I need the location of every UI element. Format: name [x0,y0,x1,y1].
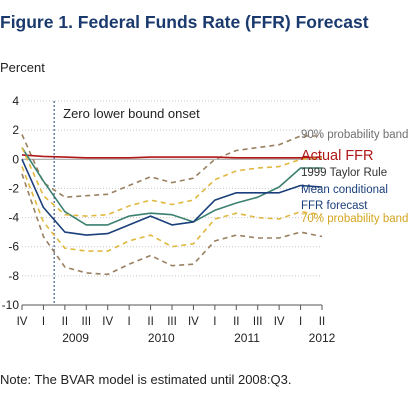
y-tick-label: -2 [8,181,19,195]
year-label: 2010 [148,331,175,345]
series-line-70-probability-band [21,147,323,217]
series-line-70-lower-band [21,166,323,252]
series-line-90-lower-band [21,173,323,276]
annotation-label: Zero lower bound onset [63,106,200,121]
chart-title: Figure 1. Federal Funds Rate (FFR) Forec… [0,12,369,32]
series-line-actual-ffr [21,154,323,159]
series-line-1999-taylor-rule [21,147,322,226]
year-label: 2011 [234,331,260,345]
x-tick-label: I [213,316,216,328]
legend-label: 1999 Taylor Rule [301,167,387,179]
y-tick-label: 4 [12,94,19,108]
x-tick-label: I [42,316,45,328]
legend-label: Mean conditional [301,184,388,196]
chart: 420-2-4-6-8-10 IV I II III IV I II III IV I II III I… [2,94,409,345]
x-tick-label: I [299,316,302,328]
y-tick-label: -4 [8,211,19,225]
footnote: Note: The BVAR model is estimated until … [0,372,292,387]
year-label: 2009 [62,331,89,345]
x-tick-label: III [81,316,91,328]
year-label: 2012 [309,331,336,345]
legend-label: 70% probability band [301,213,408,225]
y-tick-label: -10 [2,298,20,312]
x-tick-label: II [233,316,239,328]
legend-label: 90% probability band [301,129,408,141]
y-axis-label: Percent [0,60,45,75]
x-tick-label: IV [274,316,285,328]
legend-label: Actual FFR [301,148,374,164]
series-line-90-probability-band [21,134,322,198]
y-tick-label: -8 [8,269,19,283]
x-tick-label: III [253,316,263,328]
y-tick-label: 0 [12,152,19,166]
x-tick-label: IV [188,316,199,328]
y-tick-label: 2 [12,123,19,137]
x-tick-label: I [128,316,131,328]
x-tick-label: IV [17,316,28,328]
x-tick-label: IV [102,316,113,328]
x-tick-label: II [147,316,153,328]
x-tick-label: II [62,316,68,328]
x-tick-label: II [319,316,325,328]
y-tick-label: -6 [8,240,19,254]
legend-label: FFR forecast [301,200,368,212]
x-tick-label: III [167,316,177,328]
series-line-mean-conditional-ffr-forecast [21,158,323,236]
